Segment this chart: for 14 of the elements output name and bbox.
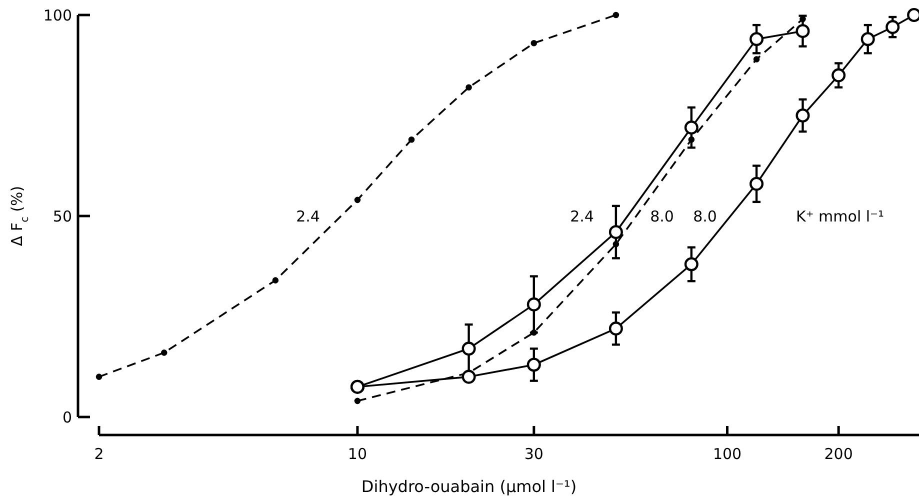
annotation: 2.4 [570,207,594,226]
x-tick-label: 10 [348,445,368,463]
x-tick-label: 2 [94,445,104,463]
annotation: K⁺ mmol l⁻¹ [796,207,884,226]
x-tick-label: 30 [524,445,544,463]
annotation: 8.0 [650,207,674,226]
annotation: 2.4 [296,207,320,226]
y-tick-label: 100 [43,6,72,24]
x-axis-title: Dihydro-ouabain (μmol l⁻¹) [361,477,577,496]
y-tick-label: 0 [62,408,72,426]
x-tick-label: 200 [824,445,853,463]
x-tick-label: 100 [712,445,742,463]
y-tick-label: 50 [52,207,72,226]
annotation: 8.0 [693,207,717,226]
